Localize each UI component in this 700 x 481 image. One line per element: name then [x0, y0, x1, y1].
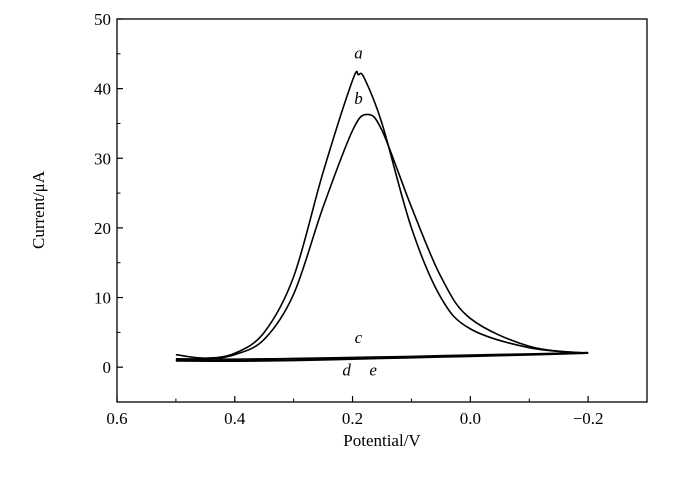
x-tick-label: 0.6 [106, 409, 127, 428]
curve-b [175, 113, 589, 362]
curve-label-e: e [369, 361, 377, 380]
y-tick-label: 20 [94, 219, 111, 238]
curve-label-a: a [354, 44, 363, 63]
x-axis-ticks: 0.6 0.4 0.2 0.0 −0.2 [106, 396, 648, 428]
curve-label-d: d [342, 361, 351, 380]
y-axis-ticks: 0 10 20 30 40 50 [94, 10, 123, 403]
y-tick-label: 0 [103, 358, 112, 377]
y-tick-label: 10 [94, 289, 111, 308]
data-curves [175, 70, 589, 363]
curve-labels: a b cd e [342, 44, 377, 380]
plot-area-frame [116, 18, 648, 403]
curve-a [175, 70, 589, 359]
y-tick-label: 40 [94, 80, 111, 99]
curve-e [175, 352, 589, 362]
x-tick-label: 0.2 [342, 409, 363, 428]
x-tick-label: −0.2 [573, 409, 604, 428]
x-axis-label: Potential/V [343, 431, 421, 450]
y-tick-label: 50 [94, 10, 111, 29]
y-tick-label: 30 [94, 149, 111, 168]
curve-label-b: b [354, 89, 363, 108]
y-axis-label: Current/μA [29, 170, 48, 249]
x-tick-label: 0.0 [460, 409, 481, 428]
curve-label-c: c [355, 328, 363, 347]
x-tick-label: 0.4 [224, 409, 246, 428]
